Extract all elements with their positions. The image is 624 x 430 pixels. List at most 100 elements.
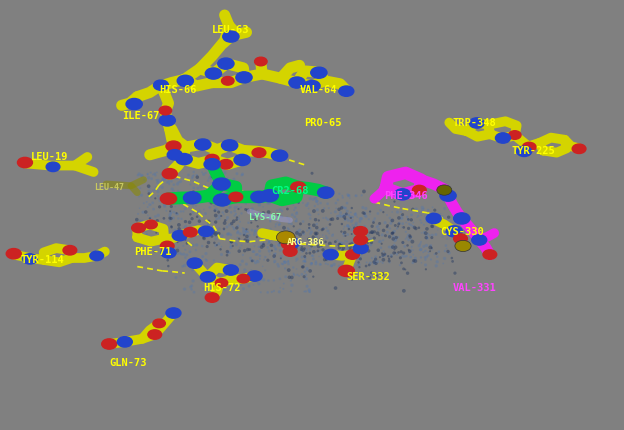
- Point: [227, 238, 236, 245]
- Point: [422, 218, 432, 225]
- Point: [207, 194, 217, 200]
- Point: [343, 191, 353, 198]
- Circle shape: [440, 190, 456, 201]
- Point: [428, 210, 438, 217]
- Point: [419, 243, 429, 250]
- Point: [359, 188, 369, 195]
- Text: LYS-67: LYS-67: [249, 213, 281, 221]
- Point: [145, 201, 155, 208]
- Point: [362, 243, 372, 250]
- Point: [235, 261, 245, 268]
- Point: [266, 242, 276, 249]
- Circle shape: [454, 213, 470, 224]
- Point: [153, 193, 163, 200]
- Point: [183, 172, 193, 178]
- Point: [397, 215, 407, 221]
- Point: [283, 258, 293, 265]
- Point: [137, 172, 147, 179]
- Point: [340, 216, 350, 223]
- Point: [213, 209, 223, 215]
- Point: [401, 228, 411, 235]
- Point: [316, 261, 326, 268]
- Point: [198, 227, 208, 233]
- Point: [164, 181, 174, 187]
- Point: [271, 246, 281, 253]
- Point: [260, 254, 270, 261]
- Point: [442, 231, 452, 238]
- Point: [236, 274, 246, 281]
- Point: [164, 172, 174, 179]
- Point: [425, 248, 435, 255]
- Point: [351, 192, 361, 199]
- Point: [143, 171, 153, 178]
- Point: [389, 242, 399, 249]
- Point: [357, 234, 367, 241]
- Point: [295, 231, 305, 238]
- Point: [150, 195, 160, 202]
- Point: [283, 246, 293, 253]
- Circle shape: [354, 235, 368, 245]
- Point: [235, 193, 245, 200]
- Point: [437, 233, 447, 240]
- Point: [346, 209, 356, 216]
- Point: [197, 169, 207, 176]
- Point: [424, 249, 434, 255]
- Point: [337, 221, 347, 227]
- Point: [192, 242, 202, 249]
- Point: [178, 208, 188, 215]
- Point: [269, 288, 279, 295]
- Point: [140, 232, 150, 239]
- Point: [143, 212, 153, 219]
- Circle shape: [223, 31, 239, 42]
- Point: [143, 193, 153, 200]
- Point: [197, 259, 207, 266]
- Point: [167, 240, 177, 247]
- Point: [336, 205, 346, 212]
- Point: [344, 192, 354, 199]
- Point: [384, 243, 394, 250]
- Point: [188, 188, 198, 195]
- Point: [228, 223, 238, 230]
- Point: [236, 172, 246, 178]
- Circle shape: [160, 193, 177, 204]
- Point: [274, 221, 284, 228]
- Point: [202, 243, 212, 250]
- Point: [238, 285, 248, 292]
- Point: [291, 218, 301, 224]
- Point: [287, 282, 297, 289]
- Point: [313, 247, 323, 254]
- Point: [228, 197, 238, 204]
- Point: [272, 207, 282, 214]
- Point: [280, 230, 290, 237]
- Point: [242, 233, 252, 240]
- Point: [177, 229, 187, 236]
- Point: [340, 237, 350, 244]
- Point: [277, 208, 287, 215]
- Point: [269, 243, 279, 250]
- Point: [185, 211, 195, 218]
- Circle shape: [222, 77, 234, 85]
- Point: [189, 289, 199, 295]
- Point: [199, 230, 209, 236]
- Point: [224, 189, 234, 196]
- Point: [234, 212, 244, 219]
- Point: [155, 203, 165, 210]
- Point: [236, 282, 246, 289]
- Point: [189, 264, 199, 271]
- Point: [205, 173, 215, 180]
- Point: [212, 215, 222, 222]
- Point: [263, 241, 273, 248]
- Circle shape: [145, 220, 157, 229]
- Point: [351, 220, 361, 227]
- Point: [205, 188, 215, 195]
- Point: [404, 249, 414, 256]
- Point: [395, 262, 405, 269]
- Point: [212, 180, 222, 187]
- Point: [406, 236, 416, 243]
- Point: [378, 237, 388, 244]
- Point: [137, 172, 147, 179]
- Point: [170, 203, 180, 210]
- Point: [156, 171, 166, 178]
- Circle shape: [483, 250, 497, 259]
- Point: [365, 208, 375, 215]
